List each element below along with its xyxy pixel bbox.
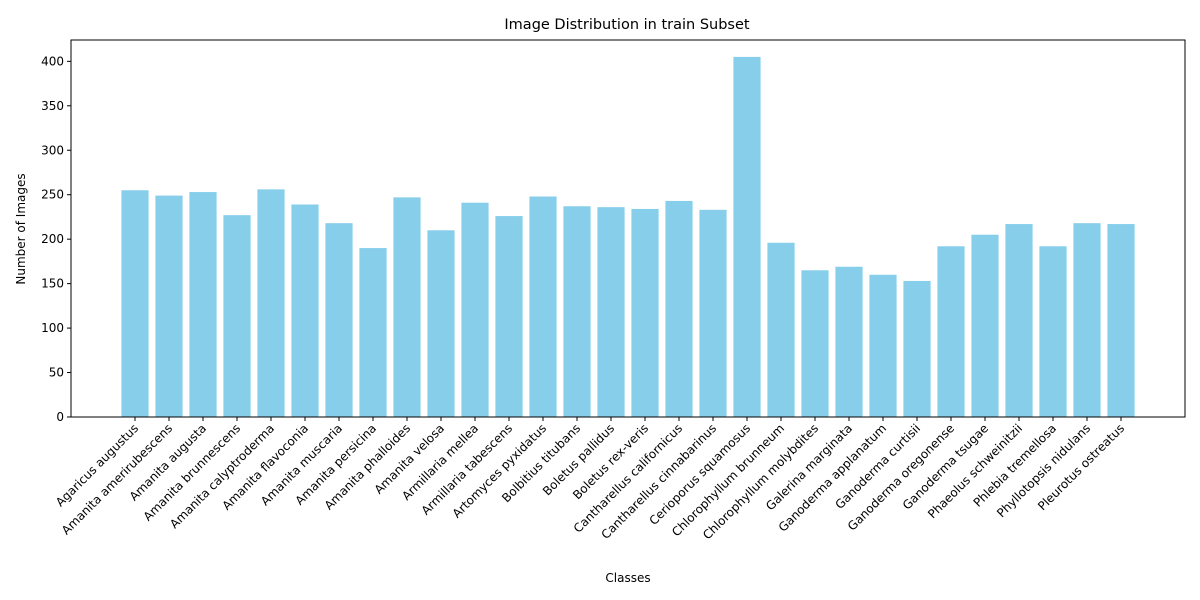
bar-6 [325, 223, 353, 417]
y-tick-label-0: 0 [56, 410, 64, 424]
bar-17 [699, 209, 727, 417]
bar-19 [767, 242, 795, 417]
bar-9 [427, 230, 455, 417]
y-tick-label-2: 100 [41, 321, 64, 335]
bar-20 [801, 270, 829, 417]
bar-10 [461, 202, 489, 417]
y-axis: 0 50 100 150 200 250 300 350 400 [41, 54, 71, 424]
chart-title: Image Distribution in train Subset [504, 17, 749, 33]
bar-28 [1073, 223, 1101, 417]
bar-2 [189, 192, 217, 417]
y-tick-label-1: 50 [49, 366, 64, 380]
bar-21 [835, 266, 863, 417]
bar-5 [291, 204, 319, 417]
bar-3 [223, 215, 251, 417]
bar-15 [631, 208, 659, 417]
y-tick-label-8: 400 [41, 54, 64, 68]
x-axis-title: Classes [605, 571, 650, 585]
bar-0 [121, 190, 149, 417]
y-tick-label-5: 250 [41, 188, 64, 202]
bar-8 [393, 197, 421, 417]
bar-26 [1005, 224, 1033, 417]
bar-4 [257, 189, 285, 417]
y-tick-label-6: 300 [41, 143, 64, 157]
bar-24 [937, 246, 965, 417]
bar-29 [1107, 224, 1135, 417]
y-tick-label-4: 200 [41, 232, 64, 246]
bar-14 [597, 207, 625, 417]
bar-1 [155, 195, 183, 417]
plot-frame [70, 39, 1186, 418]
bar-12 [529, 196, 557, 417]
bars [121, 56, 1135, 417]
bar-23 [903, 280, 931, 417]
y-tick-label-7: 350 [41, 99, 64, 113]
bar-7 [359, 248, 387, 417]
bar-16 [665, 200, 693, 417]
bar-13 [563, 206, 591, 417]
y-axis-title: Number of Images [14, 173, 28, 284]
bar-27 [1039, 246, 1067, 417]
bar-18 [733, 56, 761, 417]
bar-11 [495, 216, 523, 417]
bar-22 [869, 274, 897, 417]
bar-25 [971, 234, 999, 417]
y-tick-label-3: 150 [41, 277, 64, 291]
